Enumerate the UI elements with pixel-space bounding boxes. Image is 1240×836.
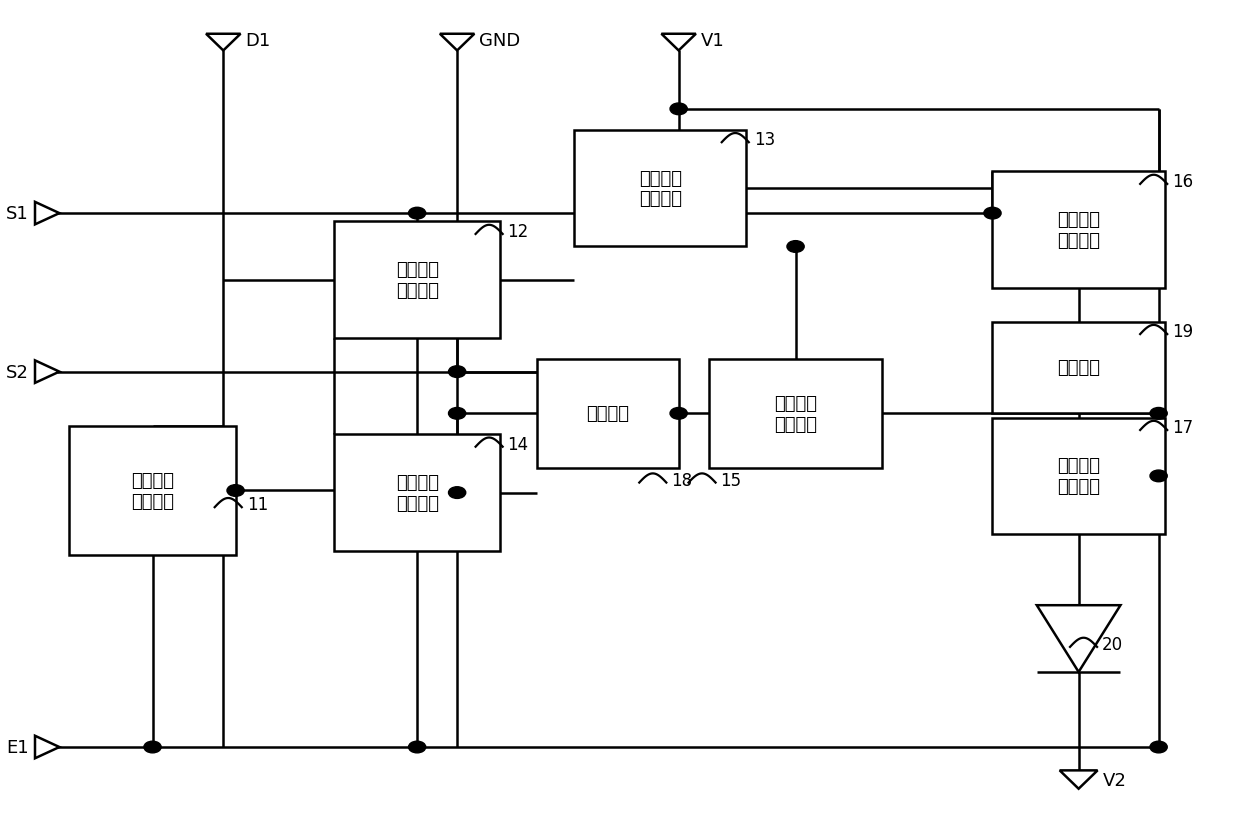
Circle shape <box>449 408 466 420</box>
Circle shape <box>670 408 687 420</box>
Bar <box>574 130 746 247</box>
Circle shape <box>787 242 805 253</box>
Polygon shape <box>661 35 696 51</box>
Bar <box>992 172 1164 289</box>
Text: 驱动模块: 驱动模块 <box>1058 359 1100 377</box>
Polygon shape <box>440 35 475 51</box>
Circle shape <box>227 485 244 497</box>
Bar <box>537 359 678 468</box>
Text: 第二充电
控制模块: 第二充电 控制模块 <box>639 170 682 208</box>
Text: 11: 11 <box>247 496 268 514</box>
Polygon shape <box>35 202 60 225</box>
Text: 数据写入
控制模块: 数据写入 控制模块 <box>131 472 174 510</box>
Text: V1: V1 <box>701 33 724 50</box>
Circle shape <box>408 742 425 753</box>
Circle shape <box>983 208 1001 220</box>
Polygon shape <box>35 361 60 384</box>
Circle shape <box>1149 471 1167 482</box>
Text: S1: S1 <box>6 205 29 223</box>
Polygon shape <box>1060 771 1097 789</box>
Text: 第一补偿
控制模块: 第一补偿 控制模块 <box>396 474 439 512</box>
Polygon shape <box>35 736 60 758</box>
Text: 第二补偿
控制模块: 第二补偿 控制模块 <box>774 395 817 433</box>
Polygon shape <box>206 35 241 51</box>
Bar <box>334 435 500 551</box>
Circle shape <box>670 104 687 115</box>
Text: 20: 20 <box>1102 635 1123 654</box>
Circle shape <box>1149 742 1167 753</box>
Text: 第二发光
控制模块: 第二发光 控制模块 <box>1058 457 1100 496</box>
Text: 第一充电
控制模块: 第一充电 控制模块 <box>396 261 439 300</box>
Circle shape <box>1149 408 1167 420</box>
Text: S2: S2 <box>6 363 29 381</box>
Text: 存储模块: 存储模块 <box>587 405 630 423</box>
Polygon shape <box>1037 605 1121 672</box>
Bar <box>69 426 236 555</box>
Text: GND: GND <box>480 33 521 50</box>
Text: 第一发光
控制模块: 第一发光 控制模块 <box>1058 212 1100 250</box>
Text: 14: 14 <box>507 436 528 453</box>
Text: 13: 13 <box>754 131 775 150</box>
Text: E1: E1 <box>6 738 29 756</box>
Text: 12: 12 <box>507 223 528 241</box>
Text: D1: D1 <box>246 33 270 50</box>
Text: 16: 16 <box>1172 173 1193 191</box>
Circle shape <box>408 208 425 220</box>
Text: V2: V2 <box>1104 771 1127 788</box>
Bar <box>334 222 500 339</box>
Circle shape <box>449 487 466 499</box>
Text: 19: 19 <box>1172 323 1193 341</box>
Bar <box>992 322 1164 414</box>
Text: 18: 18 <box>671 472 692 489</box>
Circle shape <box>449 366 466 378</box>
Text: 17: 17 <box>1172 419 1193 436</box>
Bar <box>992 418 1164 535</box>
Text: 15: 15 <box>720 472 742 489</box>
Circle shape <box>144 742 161 753</box>
Bar <box>709 359 882 468</box>
